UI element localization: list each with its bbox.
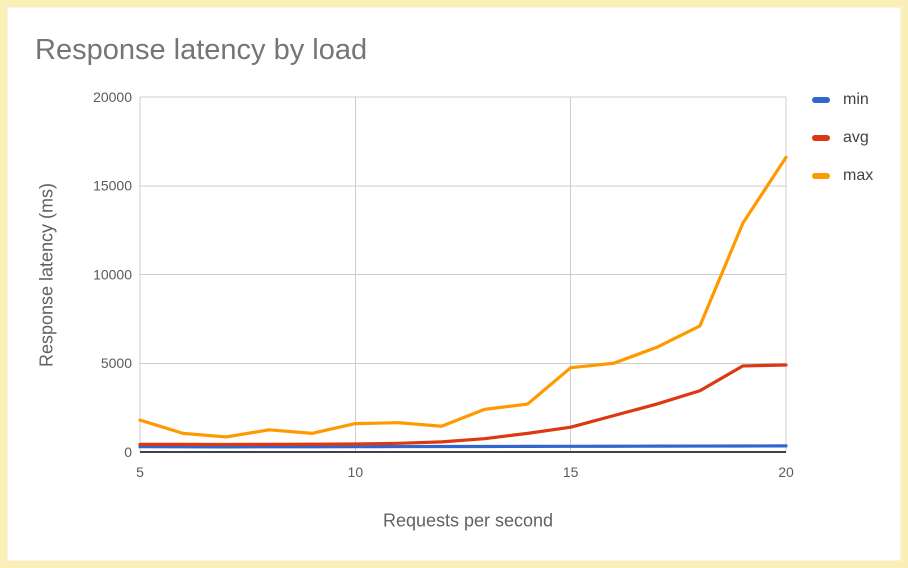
- legend-item-min[interactable]: min: [812, 92, 873, 108]
- series-line-min[interactable]: [138, 444, 788, 449]
- x-tick-label: 15: [563, 464, 579, 480]
- x-axis-title: Requests per second: [382, 510, 554, 531]
- y-tick-label: 20000: [93, 89, 132, 105]
- y-axis-title: Response latency (ms): [36, 182, 57, 368]
- legend-label: max: [843, 167, 874, 184]
- legend-swatch-min: [812, 97, 830, 103]
- legend-swatch-avg: [812, 135, 830, 141]
- legend: min avg max: [812, 92, 873, 184]
- y-tick-label: 10000: [93, 266, 132, 282]
- chart-title: Response latency by load: [35, 34, 368, 66]
- legend-item-max[interactable]: max: [812, 168, 873, 184]
- y-tick-label: 5000: [101, 355, 132, 371]
- x-tick-label: 5: [136, 464, 144, 480]
- x-tick-label: 10: [348, 464, 364, 480]
- legend-swatch-max: [812, 173, 830, 179]
- series-line-avg[interactable]: [138, 363, 788, 447]
- legend-label: avg: [843, 129, 869, 146]
- x-tick-label: 20: [778, 464, 794, 480]
- y-tick-label: 0: [124, 444, 132, 460]
- y-tick-label: 15000: [93, 178, 132, 194]
- series-line-max[interactable]: [138, 155, 788, 439]
- legend-item-avg[interactable]: avg: [812, 130, 873, 146]
- legend-label: min: [843, 91, 869, 108]
